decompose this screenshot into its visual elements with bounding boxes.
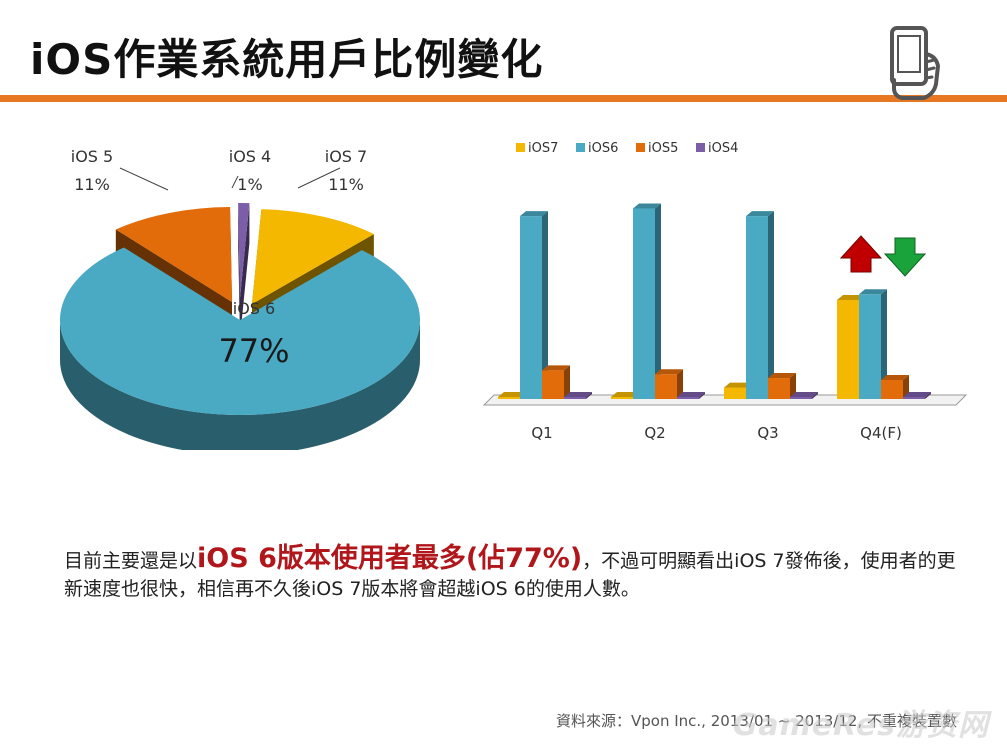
pie-label-ios7: iOS 7 xyxy=(325,147,367,166)
x-tick-label: Q2 xyxy=(644,424,665,442)
bar-ios6-q2 xyxy=(633,203,661,399)
bar-ios5-q2 xyxy=(655,369,683,399)
pie-label-ios4: iOS 4 xyxy=(229,147,271,166)
legend-label-ios4: iOS4 xyxy=(708,141,738,156)
source-note: 資料來源：Vpon Inc., 2013/01 ~ 2013/12, 不重複裝置… xyxy=(556,712,957,730)
bar-ios5-q3 xyxy=(768,373,796,399)
pie-wall-ios4 xyxy=(240,203,250,338)
bar-ios4-q2 xyxy=(677,392,705,399)
bar-ios4-q3 xyxy=(790,392,818,399)
pie-value-ios6: 77% xyxy=(218,332,289,370)
legend-label-ios5: iOS5 xyxy=(648,141,678,156)
bar-ios5-q1 xyxy=(542,365,570,399)
bar-ios6-q4f xyxy=(859,289,887,399)
legend-label-ios7: iOS7 xyxy=(528,141,558,156)
x-tick-label: Q1 xyxy=(531,424,552,442)
bar-ios6-q1 xyxy=(520,211,548,399)
pie-chart: iOS 7 11% iOS 6 77% iOS 5 11% iOS 4 1% xyxy=(40,140,460,455)
summary-paragraph: 目前主要還是以iOS 6版本使用者最多(佔77%)，不過可明顯看出iOS 7發佈… xyxy=(64,545,964,603)
watermark: GameRes游资网 xyxy=(732,708,989,743)
pie-value-ios4: 1% xyxy=(237,175,262,194)
bar-ios4-q1 xyxy=(564,392,592,399)
leader-line xyxy=(119,167,169,191)
legend-swatch-ios7 xyxy=(516,143,525,152)
bar-ios6-q3 xyxy=(746,211,774,399)
pie-label-ios5: iOS 5 xyxy=(71,147,113,166)
legend-label-ios6: iOS6 xyxy=(588,141,618,156)
slide-title: iOS作業系統用戶比例變化 xyxy=(30,35,544,84)
pie-label-ios6: iOS 6 xyxy=(233,299,275,318)
up-arrow-icon xyxy=(839,235,883,273)
down-arrow-icon xyxy=(883,237,927,277)
pie-chart-svg: iOS 7 11% iOS 6 77% iOS 5 11% iOS 4 1% xyxy=(60,147,421,455)
pie-slice-ios7 xyxy=(252,209,374,304)
pie-slice-ios6 xyxy=(60,247,421,416)
pie-value-ios5: 11% xyxy=(74,175,110,194)
hand-holding-phone-icon xyxy=(890,26,941,100)
x-tick-label: Q3 xyxy=(757,424,778,442)
leader-line xyxy=(297,167,341,189)
legend-swatch-ios6 xyxy=(576,143,585,152)
bar-ios5-q4f xyxy=(881,374,909,399)
pie-side-ios6 xyxy=(60,320,420,455)
bar-ios4-q4f xyxy=(903,392,931,399)
pie-value-ios7: 11% xyxy=(328,175,364,194)
legend-swatch-ios5 xyxy=(636,143,645,152)
summary-prefix: 目前主要還是以 xyxy=(64,550,198,572)
leader-line xyxy=(231,175,239,189)
pie-slice-ios4 xyxy=(238,203,250,298)
bar-chart: iOS7 iOS6 iOS5 iOS4 Q1 Q2 Q3 Q4(F) xyxy=(470,130,990,460)
x-tick-label: Q4(F) xyxy=(860,424,902,442)
bar-chart-svg: iOS7 iOS6 iOS5 iOS4 Q1 Q2 Q3 Q4(F) xyxy=(482,141,968,442)
pie-slice-ios5 xyxy=(115,207,232,302)
summary-highlight: iOS 6版本使用者最多(佔77%) xyxy=(197,543,583,574)
legend-swatch-ios4 xyxy=(696,143,705,152)
summary-suffix: ，不過可明顯看出iOS 7發佈後，使用者的更新速度也很快，相信再不久後iOS 7… xyxy=(64,550,956,600)
title-divider xyxy=(0,95,1007,102)
pie-wall-ios4 xyxy=(238,203,240,338)
